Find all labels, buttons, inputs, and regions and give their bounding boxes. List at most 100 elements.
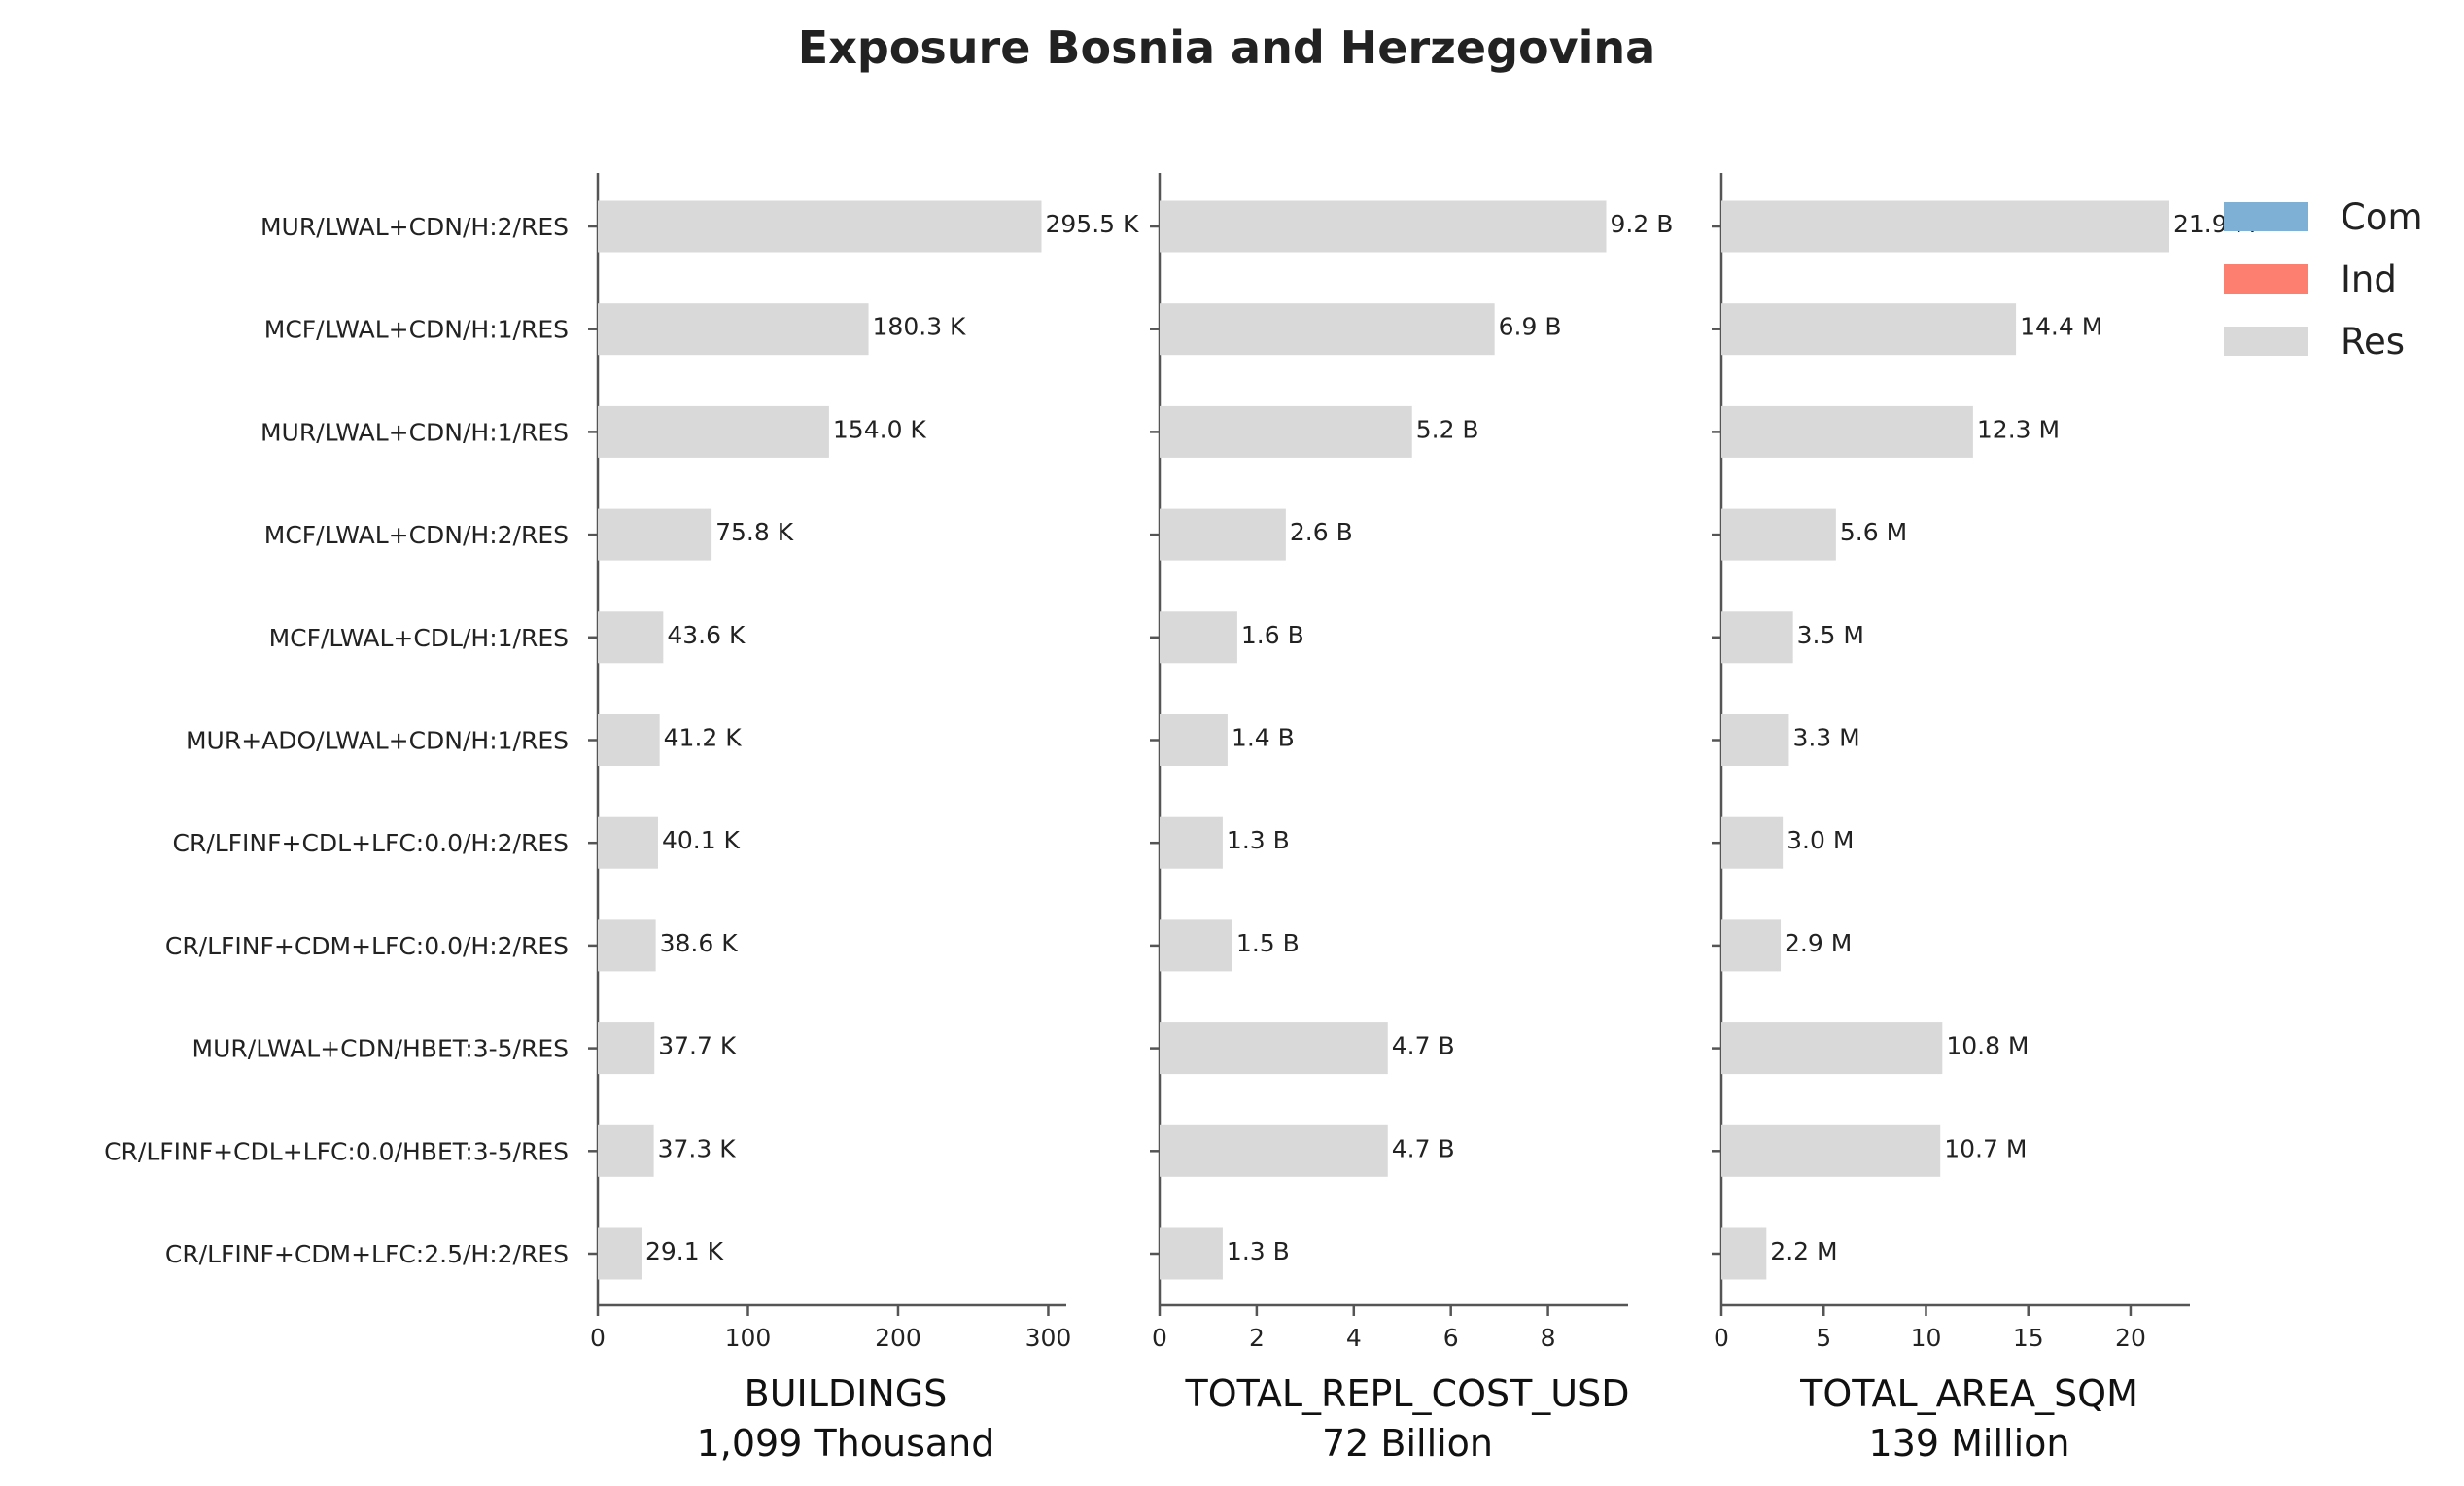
bar [1721,816,1784,869]
bar-value-label: 43.6 K [667,621,746,649]
bar [1721,611,1793,664]
bar [598,714,660,766]
bar [598,508,712,561]
x-tick-label: 10 [1911,1324,1942,1352]
bar-value-label: 4.7 B [1392,1134,1455,1162]
bar [598,611,664,664]
legend-swatch-ind [2224,264,2308,294]
bar-value-label: 4.7 B [1392,1032,1455,1060]
x-tick-label: 200 [875,1324,921,1352]
chart-title: Exposure Bosnia and Herzegovina [798,21,1655,74]
bar-value-label: 12.3 M [1977,415,2060,443]
bar-value-label: 1.3 B [1227,1237,1290,1265]
x-tick-label: 0 [1152,1324,1167,1352]
bar-value-label: 10.7 M [1944,1134,2027,1162]
bar [1160,1124,1388,1177]
bar [1160,405,1412,458]
bar [1721,508,1836,561]
x-tick-label: 15 [2013,1324,2044,1352]
bar-value-label: 6.9 B [1499,313,1562,341]
legend-label-res: Res [2341,321,2405,363]
bar [1160,919,1232,972]
category-label: MCF/LWAL+CDN/H:1/RES [264,316,569,344]
bar-value-label: 37.7 K [658,1032,737,1060]
bar-value-label: 1.6 B [1241,621,1304,649]
x-tick-label: 20 [2115,1324,2146,1352]
x-tick-label: 4 [1346,1324,1362,1352]
bar-value-label: 2.2 M [1770,1237,1837,1265]
bar [1160,200,1607,253]
bar [598,919,656,972]
x-tick-label: 8 [1541,1324,1556,1352]
bar [598,303,869,356]
category-label: MCF/LWAL+CDN/H:2/RES [264,521,569,549]
category-label: CR/LFINF+CDL+LFC:0.0/H:2/RES [173,829,570,857]
x-axis-total: 72 Billion [1322,1422,1493,1465]
bar-value-label: 3.0 M [1787,826,1854,854]
category-label: MUR/LWAL+CDN/H:1/RES [260,418,569,446]
bar [598,1022,655,1075]
x-tick-label: 0 [590,1324,606,1352]
legend-swatch-res [2224,327,2308,356]
x-tick-label: 2 [1249,1324,1265,1352]
chart-panels: MUR/LWAL+CDN/H:2/RES 295.5 K MCF/LWAL+CDN/… [104,173,2256,1465]
bar-value-label: 75.8 K [715,518,794,546]
x-tick-label: 6 [1443,1324,1459,1352]
bar-value-label: 14.4 M [2020,313,2102,341]
x-tick-label: 100 [725,1324,772,1352]
bar-value-label: 3.3 M [1792,724,1859,752]
bar [598,1227,642,1280]
bar [1160,1022,1388,1075]
bar-value-label: 1.3 B [1227,826,1290,854]
panel-2: 9.2 B 6.9 B 5.2 B 2.6 B 1.6 B 1.4 B 1.3 B 1.5 B… [1150,173,1673,1465]
x-axis-label: TOTAL_REPL_COST_USD [1184,1372,1629,1415]
bar [1721,303,2017,356]
category-label: MUR+ADO/LWAL+CDN/H:1/RES [186,727,569,755]
bar [598,405,829,458]
bar [1721,919,1782,972]
x-axis-label: BUILDINGS [745,1372,948,1415]
bar [1160,1227,1223,1280]
bar [1721,1022,1943,1075]
bar [1160,714,1228,766]
bar-value-label: 29.1 K [645,1237,724,1265]
x-tick-label: 5 [1816,1324,1831,1352]
x-tick-label: 300 [1025,1324,1072,1352]
bar [1721,200,2169,253]
bar-value-label: 2.9 M [1785,929,1852,957]
bar [1721,1227,1767,1280]
bar-value-label: 2.6 B [1290,518,1353,546]
panel-1: MUR/LWAL+CDN/H:2/RES 295.5 K MCF/LWAL+CDN/… [104,173,1139,1465]
bar-value-label: 1.4 B [1232,724,1295,752]
bar-value-label: 41.2 K [664,724,743,752]
bar [1160,303,1495,356]
category-label: MUR/LWAL+CDN/HBET:3-5/RES [192,1035,569,1063]
bar [598,816,658,869]
bar-value-label: 37.3 K [658,1134,737,1162]
category-label: CR/LFINF+CDM+LFC:2.5/H:2/RES [165,1240,569,1268]
legend-label-com: Com [2341,196,2423,238]
legend-label-ind: Ind [2341,259,2397,300]
x-axis-total: 1,099 Thousand [697,1422,995,1465]
bar [1721,405,1973,458]
x-tick-label: 0 [1714,1324,1729,1352]
bar-value-label: 154.0 K [833,415,927,443]
bar-value-label: 3.5 M [1797,621,1864,649]
category-label: MCF/LWAL+CDL/H:1/RES [269,624,569,652]
bar [1160,816,1223,869]
panel-3: 21.9 M14.4 M12.3 M5.6 M3.5 M3.3 M3.0 M2.… [1712,173,2256,1465]
bar-value-label: 5.6 M [1840,518,1907,546]
bar-value-label: 10.8 M [1946,1032,2029,1060]
x-axis-total: 139 Million [1869,1422,2070,1465]
bar [1160,611,1237,664]
bar-value-label: 9.2 B [1611,210,1674,238]
bar [1160,508,1286,561]
category-label: MUR/LWAL+CDN/H:2/RES [260,213,569,241]
category-label: CR/LFINF+CDM+LFC:0.0/H:2/RES [165,932,569,960]
bar-value-label: 38.6 K [660,929,739,957]
category-label: CR/LFINF+CDL+LFC:0.0/HBET:3-5/RES [104,1137,569,1165]
bar [1721,714,1789,766]
bar-value-label: 40.1 K [662,826,741,854]
legend-swatch-com [2224,202,2308,231]
